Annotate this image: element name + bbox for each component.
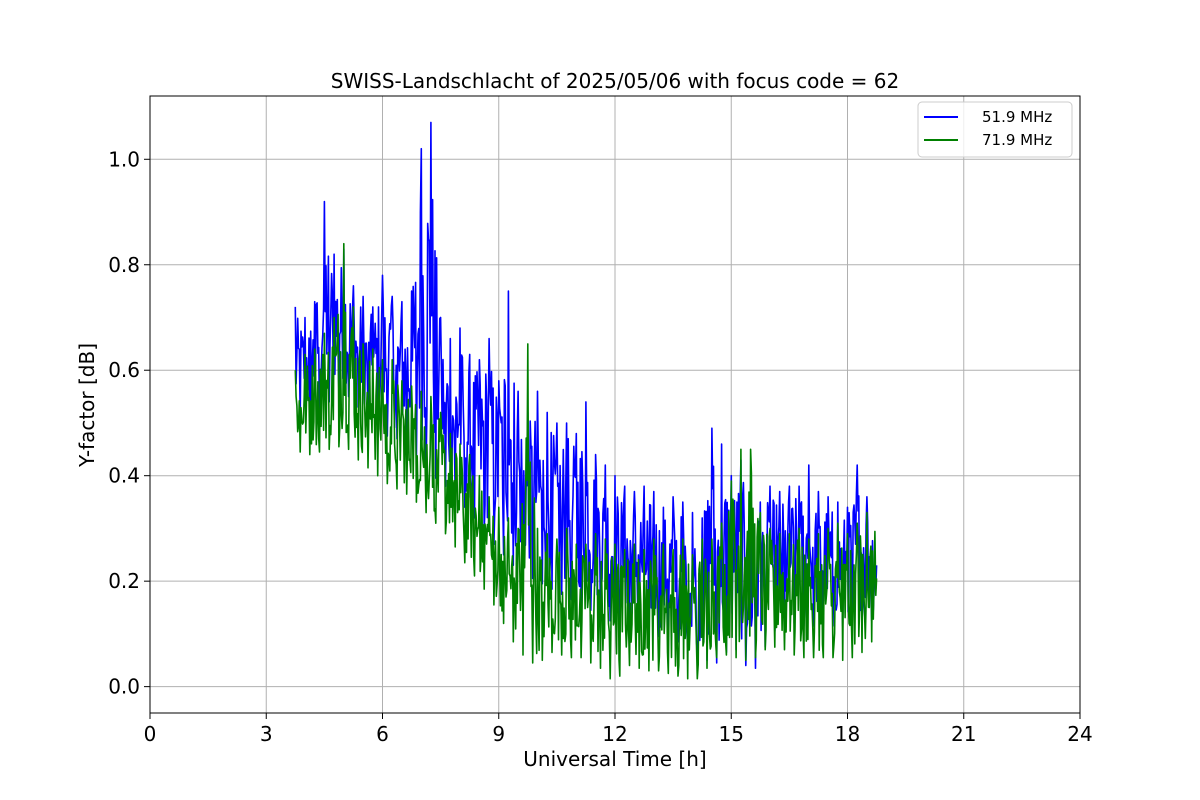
x-tick-label: 24 xyxy=(1067,722,1092,746)
y-tick-label: 0.6 xyxy=(108,358,140,382)
legend-box xyxy=(917,101,1073,158)
y-tick-label: 0.2 xyxy=(108,569,140,593)
x-tick-label: 0 xyxy=(144,722,157,746)
x-tick-label: 15 xyxy=(719,722,744,746)
legend: 51.9 MHz 71.9 MHz xyxy=(917,101,1073,158)
series-line-0 xyxy=(294,121,878,669)
y-axis-label: Y-factor [dB] xyxy=(75,343,99,468)
x-tick-label: 3 xyxy=(260,722,273,746)
x-tick-label: 12 xyxy=(602,722,627,746)
series-layer xyxy=(294,121,878,680)
y-tick-label: 1.0 xyxy=(108,147,140,171)
y-tick-label: 0.0 xyxy=(108,675,140,699)
legend-label-51-9: 51.9 MHz xyxy=(982,108,1052,126)
chart-title: SWISS-Landschlacht of 2025/05/06 with fo… xyxy=(331,69,899,93)
y-tick-label: 0.4 xyxy=(108,464,140,488)
x-tick-label: 18 xyxy=(835,722,860,746)
x-tick-label: 21 xyxy=(951,722,976,746)
series-line-1 xyxy=(294,242,878,680)
x-axis-ticks: 0 3 6 9 12 15 18 21 24 xyxy=(144,713,1093,746)
y-axis-ticks: 0.0 0.2 0.4 0.6 0.8 1.0 xyxy=(108,147,150,699)
y-tick-label: 0.8 xyxy=(108,253,140,277)
x-tick-label: 9 xyxy=(492,722,505,746)
legend-label-71-9: 71.9 MHz xyxy=(982,131,1052,149)
x-axis-label: Universal Time [h] xyxy=(523,747,706,771)
x-tick-label: 6 xyxy=(376,722,389,746)
